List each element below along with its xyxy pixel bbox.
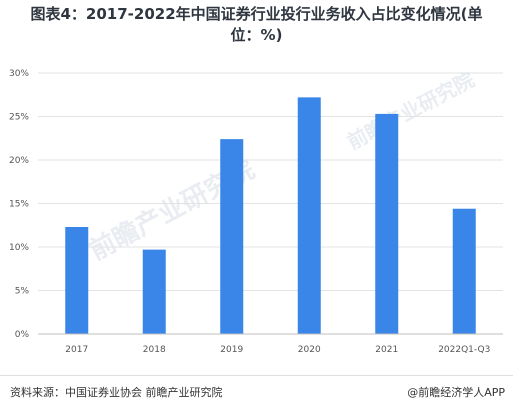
- x-tick-label: 2017: [65, 345, 88, 355]
- x-tick-label: 2020: [298, 345, 321, 355]
- y-axis-ticks: 0% 5% 10% 15% 20% 25% 30%: [9, 69, 29, 340]
- source-text: 资料来源：中国证券业协会 前瞻产业研究院: [10, 386, 223, 399]
- bar-2018: [142, 249, 166, 334]
- brand-text: @前瞻经济学人APP: [407, 386, 505, 399]
- bar-chart: 0% 5% 10% 15% 20% 25% 30% 2017 2018 2019 2020 2021…: [9, 69, 503, 355]
- x-tick-label: 2022Q1-Q3: [438, 345, 490, 355]
- y-tick-label: 30%: [9, 69, 29, 79]
- chart-title-line-2: 位：%): [230, 26, 283, 44]
- x-tick-label: 2021: [375, 345, 398, 355]
- x-tick-label: 2019: [220, 345, 243, 355]
- x-axis-ticks: 2017 2018 2019 2020 2021 2022Q1-Q3: [65, 345, 490, 355]
- y-tick-label: 5%: [15, 287, 30, 297]
- x-tick-label: 2018: [143, 345, 166, 355]
- y-tick-label: 10%: [9, 243, 29, 253]
- footer: 资料来源：中国证券业协会 前瞻产业研究院 @前瞻经济学人APP: [0, 375, 513, 406]
- bars: [65, 97, 476, 334]
- bar-2020: [297, 97, 321, 334]
- bar-2022Q1-Q3: [452, 208, 476, 334]
- gridlines: [38, 72, 503, 291]
- y-tick-label: 0%: [15, 330, 30, 340]
- y-tick-label: 20%: [9, 156, 29, 166]
- chart-title-line-1: 图表4：2017-2022年中国证券行业投行业务收入占比变化情况(单: [30, 5, 483, 23]
- bar-2019: [220, 139, 244, 334]
- bar-2021: [375, 113, 399, 334]
- bar-2017: [65, 226, 89, 334]
- y-tick-label: 25%: [9, 113, 29, 123]
- chart-title: 图表4：2017-2022年中国证券行业投行业务收入占比变化情况(单 位：%): [0, 4, 513, 46]
- y-tick-label: 15%: [9, 200, 29, 210]
